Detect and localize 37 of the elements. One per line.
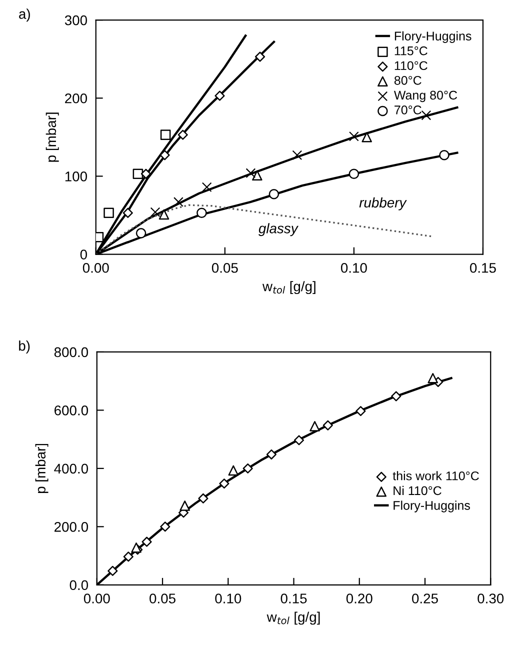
y-tick-label: 600.0 xyxy=(54,406,88,416)
legend-label: 80°C xyxy=(394,76,422,85)
legend-label: Flory-Huggins xyxy=(394,31,472,43)
chart-title: a) xyxy=(19,8,30,22)
legend-label: this work 110°C xyxy=(392,471,479,480)
y-tick-label: 100 xyxy=(65,172,88,182)
legend-label: 70°C xyxy=(394,106,422,114)
chart-title: b) xyxy=(19,340,30,354)
x-tick-label: 0.15 xyxy=(470,262,496,273)
y-tick-label: 400.0 xyxy=(54,464,88,474)
x-tick-label: 0.05 xyxy=(212,262,238,273)
legend-label: Wang 80°C xyxy=(394,90,458,102)
y-axis-title: p [mbar] xyxy=(46,112,59,162)
y-tick-label: 0 xyxy=(80,250,88,260)
annotation: glassy xyxy=(258,223,299,236)
y-tick-label: 200.0 xyxy=(54,522,88,532)
y-tick-label: 0.0 xyxy=(70,580,88,590)
x-tick-label: 0.00 xyxy=(84,594,110,604)
x-tick-label: 0.10 xyxy=(340,262,367,273)
legend-label: 110°C xyxy=(394,61,428,70)
x-axis-title: w$_{tol}$ [g/g] xyxy=(262,281,316,294)
y-axis-title: p [mbar] xyxy=(35,444,48,493)
y-tick-label: 800.0 xyxy=(54,347,88,358)
x-tick-label: 0.15 xyxy=(280,594,307,604)
annotation: rubbery xyxy=(359,197,407,210)
y-tick-label: 200 xyxy=(65,93,88,104)
legend-label: Flory-Huggins xyxy=(394,500,470,512)
y-tick-label: 300 xyxy=(64,15,88,26)
x-tick-label: 0.20 xyxy=(346,594,372,604)
legend-label: Ni 110°C xyxy=(394,486,442,496)
x-axis-title: w$_{tol}$ [g/g] xyxy=(266,612,320,625)
legend-label: 115°C xyxy=(394,46,428,56)
x-tick-label: 0.30 xyxy=(478,594,504,604)
x-tick-label: 0.00 xyxy=(82,262,109,273)
x-tick-label: 0.10 xyxy=(215,594,242,604)
x-tick-label: 0.25 xyxy=(412,594,438,604)
x-tick-label: 0.05 xyxy=(150,594,176,604)
